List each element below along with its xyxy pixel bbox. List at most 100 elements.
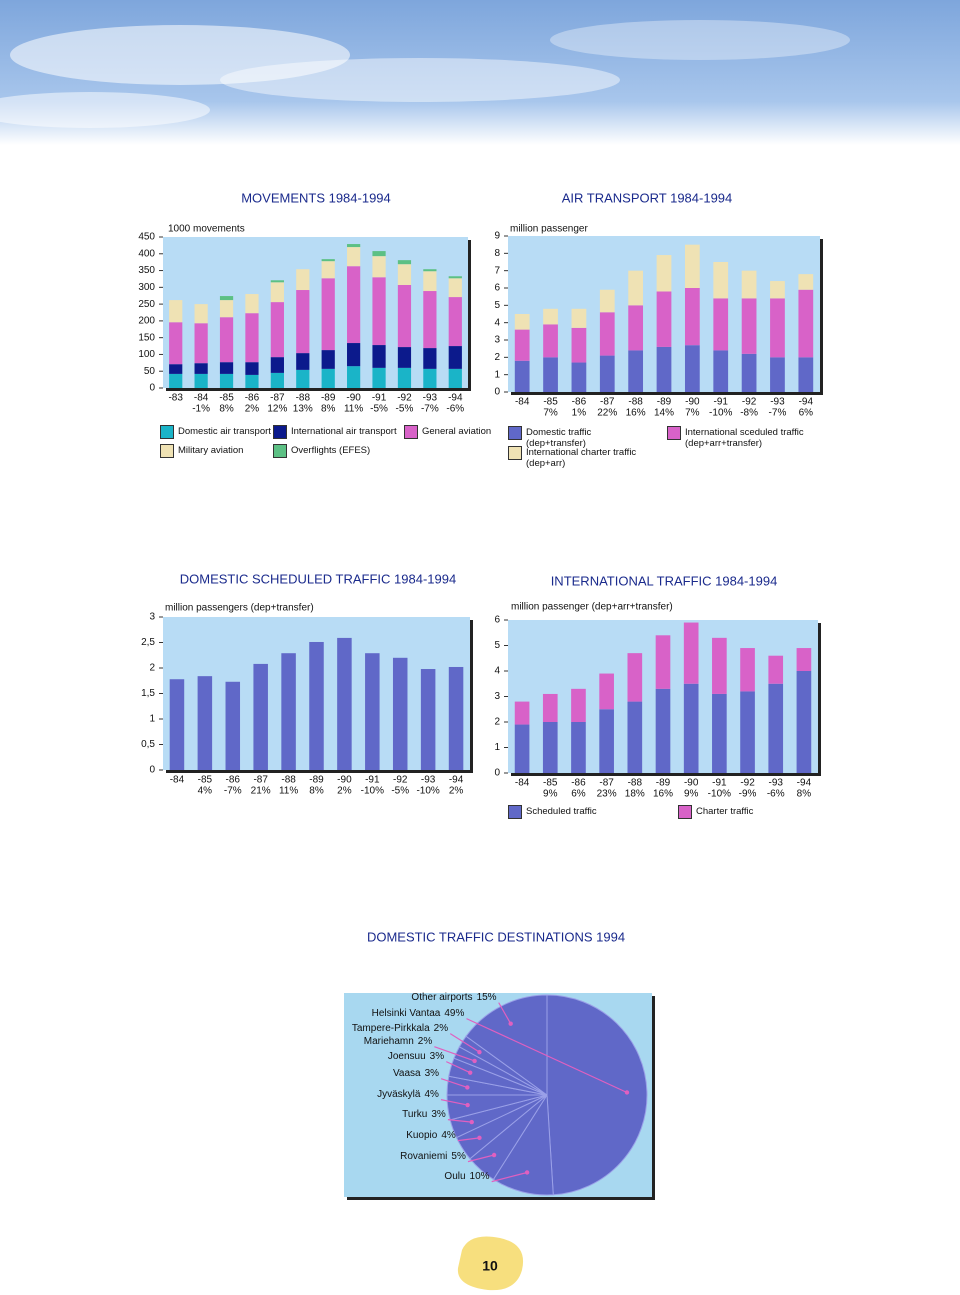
slice-label: Mariehamn 2%	[364, 1036, 433, 1047]
bar-segment	[270, 282, 284, 303]
bar-segment	[245, 362, 259, 375]
bar-segment	[169, 679, 185, 770]
leader-dot	[467, 1070, 473, 1075]
x-tick-label: -85	[198, 775, 213, 786]
bar-segment	[448, 346, 462, 369]
leader-line	[440, 1099, 468, 1106]
y-tick-label: 50	[144, 366, 156, 377]
y-tick-label: 1	[494, 369, 500, 380]
bar-segment	[770, 281, 785, 299]
x-tick-label: -84	[515, 397, 530, 408]
slice-name: Helsinki Vantaa	[372, 1008, 441, 1019]
bar-segment	[599, 709, 614, 773]
x-tick-label: -90	[346, 393, 361, 404]
bar-segment	[514, 701, 530, 725]
bar-segment	[296, 369, 310, 388]
bar-segment	[219, 317, 234, 363]
x-tick-label: -89	[657, 397, 672, 408]
bar-segment	[169, 364, 183, 374]
bar-segment	[347, 247, 361, 267]
bar-segment	[627, 701, 643, 773]
slice-label: Vaasa 3%	[393, 1068, 439, 1079]
bar-segment	[423, 368, 437, 388]
bar-segment	[514, 329, 530, 361]
bar-segment	[169, 300, 183, 323]
pie-slice	[465, 994, 548, 1096]
leader-line	[445, 1061, 471, 1074]
bar-segment	[169, 373, 183, 388]
bar-segment	[194, 373, 208, 388]
legend-label: International charter traffic (dep+arr)	[526, 447, 637, 469]
x-tick-label: -94	[797, 778, 812, 789]
bar-segment	[219, 373, 234, 388]
slice-name: Jyväskylä	[377, 1089, 421, 1100]
slice-name: Oulu	[444, 1171, 465, 1182]
bar-segment	[169, 322, 183, 365]
x-tick-label: -84	[194, 393, 209, 404]
bar-segment	[599, 312, 615, 356]
x-tick-label: -93	[423, 393, 438, 404]
bar-segment	[219, 300, 234, 318]
bar-segment	[296, 269, 310, 291]
bar-segment	[397, 367, 412, 388]
y-tick-label: 200	[138, 316, 155, 327]
bar-segment	[656, 255, 672, 292]
bar-segment	[655, 635, 671, 689]
bar-segment	[423, 291, 437, 349]
bar-segment	[397, 347, 412, 368]
bar-segment	[194, 323, 208, 364]
leader-dot	[524, 1170, 530, 1175]
legend-swatch	[678, 805, 692, 819]
change-label: 2%	[337, 786, 352, 797]
bar-segment	[712, 693, 727, 773]
bar-segment	[225, 681, 241, 770]
bar-segment	[423, 271, 437, 292]
slice-label: Jyväskylä 4%	[377, 1089, 439, 1100]
chart-title: MOVEMENTS 1984-1994	[241, 190, 391, 205]
leader-line	[467, 1154, 495, 1163]
x-tick-label: -83	[168, 393, 183, 404]
bar-segment	[347, 244, 361, 248]
leader-dot	[477, 1049, 482, 1055]
leader-dot	[465, 1102, 470, 1108]
chart-title: INTERNATIONAL TRAFFIC 1984-1994	[551, 573, 778, 588]
y-tick-label: 7	[494, 265, 500, 276]
change-label: 11%	[344, 404, 363, 415]
bar-segment	[798, 274, 814, 290]
slice-name: Turku	[402, 1109, 427, 1120]
bar-segment	[741, 353, 757, 392]
y-tick-label: 150	[138, 332, 155, 343]
legend-swatch	[160, 425, 174, 439]
slice-label: Turku 3%	[402, 1109, 446, 1120]
x-tick-label: -88	[628, 778, 643, 789]
x-tick-label: -86	[245, 393, 260, 404]
leader-dot	[469, 1119, 474, 1125]
y-tick-label: 5	[494, 300, 500, 311]
y-tick-label: 3	[149, 612, 155, 623]
x-tick-label: -85	[543, 397, 558, 408]
bar-segment	[768, 683, 784, 773]
change-label: 23%	[597, 789, 617, 800]
legend-label: International air transport	[291, 426, 397, 437]
bar-segment	[347, 343, 361, 367]
leader-line	[440, 1078, 468, 1089]
bar-segment	[740, 648, 755, 692]
y-axis-label: 1000 movements	[168, 224, 245, 235]
bar-segment	[347, 366, 361, 388]
bar-segment	[281, 653, 296, 770]
x-tick-label: -90	[337, 775, 352, 786]
leader-line	[447, 1119, 472, 1123]
change-label: -9%	[739, 789, 757, 800]
change-label: 8%	[321, 404, 336, 415]
x-tick-label: -87	[270, 393, 285, 404]
bar-segment	[543, 324, 558, 358]
bar-segment	[796, 671, 812, 773]
bar-segment	[219, 296, 234, 301]
x-tick-label: -86	[572, 397, 587, 408]
bar-segment	[628, 350, 644, 392]
y-tick-label: 100	[138, 349, 155, 360]
leader-dot	[508, 1021, 513, 1026]
bar-segment	[713, 350, 729, 392]
change-label: 9%	[543, 789, 558, 800]
y-tick-label: 4	[494, 666, 500, 677]
